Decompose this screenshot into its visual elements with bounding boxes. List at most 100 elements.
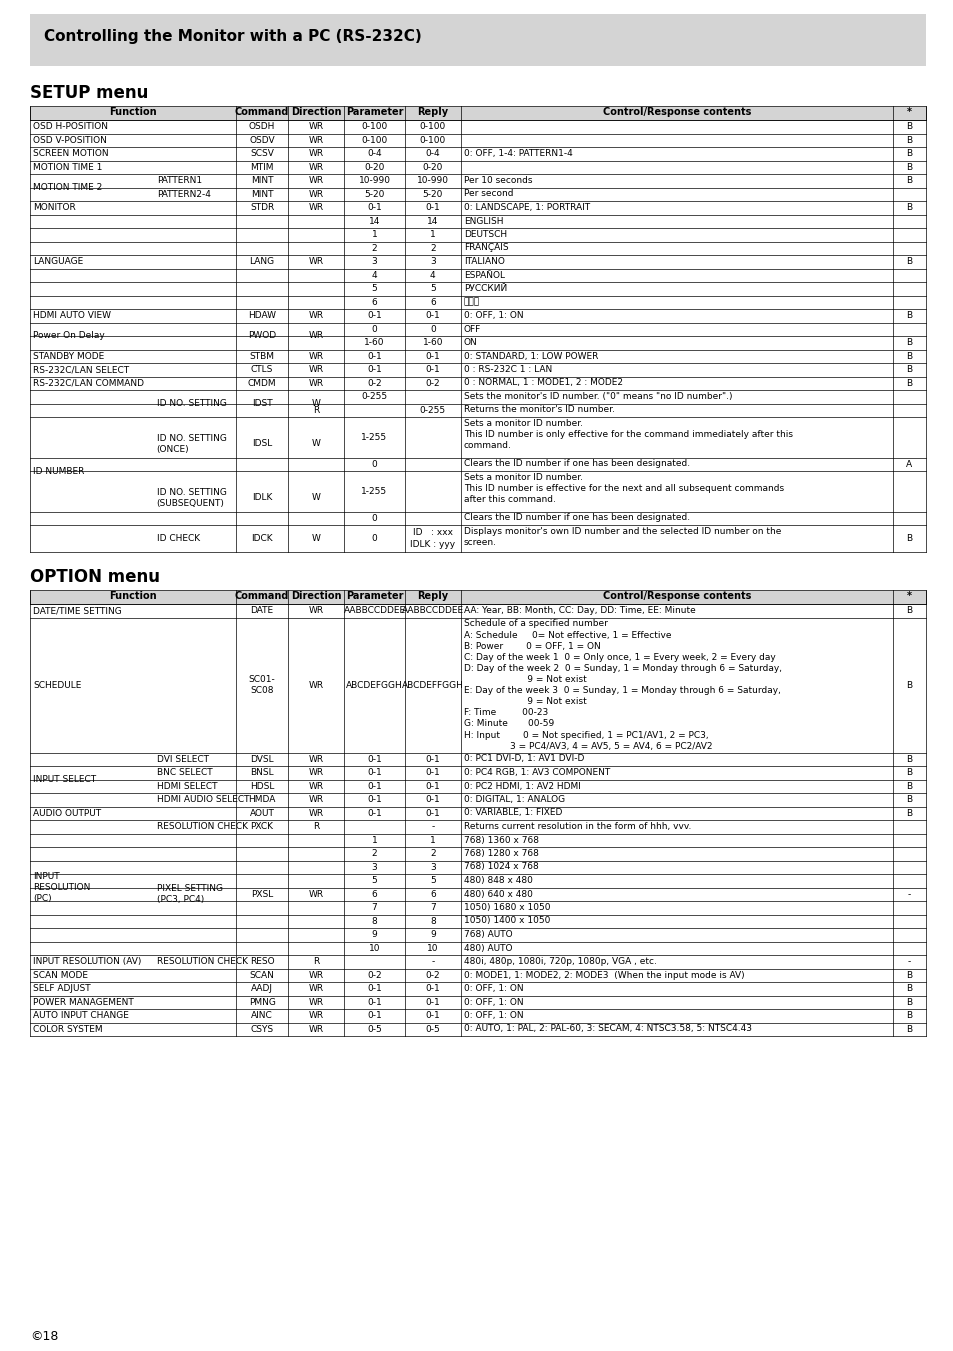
Text: 1: 1	[430, 836, 436, 844]
Text: OFF: OFF	[463, 324, 480, 334]
Text: 10: 10	[369, 944, 380, 952]
Text: ID NO. SETTING
(ONCE): ID NO. SETTING (ONCE)	[156, 434, 226, 454]
Text: Clears the ID number if one has been designated.: Clears the ID number if one has been des…	[463, 513, 689, 523]
Text: MOTION TIME 2: MOTION TIME 2	[33, 182, 102, 192]
Text: 3: 3	[430, 257, 436, 266]
Text: AABBCCDDEE: AABBCCDDEE	[401, 607, 463, 615]
Text: 4: 4	[430, 270, 436, 280]
Text: CSYS: CSYS	[251, 1025, 274, 1034]
Text: Command: Command	[234, 590, 289, 601]
Text: -: -	[431, 823, 434, 831]
Text: OSD V-POSITION: OSD V-POSITION	[33, 135, 107, 145]
Text: SCAN MODE: SCAN MODE	[33, 971, 88, 979]
Text: 768) 1024 x 768: 768) 1024 x 768	[463, 862, 538, 871]
Text: 0-1: 0-1	[367, 203, 381, 212]
Text: CTLS: CTLS	[251, 365, 273, 374]
Text: Power On Delay: Power On Delay	[33, 331, 105, 340]
Text: 0-2: 0-2	[425, 971, 439, 979]
Text: B: B	[905, 135, 911, 145]
Text: 0-2: 0-2	[425, 378, 439, 388]
Text: B: B	[905, 755, 911, 763]
Text: 1-60: 1-60	[422, 338, 442, 347]
Text: 6: 6	[430, 890, 436, 898]
Text: B: B	[905, 971, 911, 979]
Text: BNC SELECT: BNC SELECT	[156, 769, 213, 777]
Text: 0-1: 0-1	[425, 796, 439, 804]
Text: PATTERN1: PATTERN1	[156, 176, 202, 185]
Text: 0-1: 0-1	[425, 782, 439, 790]
Text: B: B	[905, 162, 911, 172]
Text: PATTERN2-4: PATTERN2-4	[156, 189, 211, 199]
Text: Displays monitor's own ID number and the selected ID number on the
screen.: Displays monitor's own ID number and the…	[463, 527, 781, 547]
Text: PWOD: PWOD	[248, 331, 275, 340]
Text: Clears the ID number if one has been designated.: Clears the ID number if one has been des…	[463, 459, 689, 469]
Text: 0-1: 0-1	[367, 365, 381, 374]
Text: 0-5: 0-5	[425, 1025, 439, 1034]
Text: 0-1: 0-1	[367, 351, 381, 361]
Text: Parameter: Parameter	[345, 590, 403, 601]
Text: HDSL: HDSL	[250, 782, 274, 790]
Text: 2: 2	[430, 243, 436, 253]
Text: 0-1: 0-1	[367, 769, 381, 777]
Text: OSDH: OSDH	[249, 122, 275, 131]
Text: OSDV: OSDV	[249, 135, 274, 145]
Text: ID NO. SETTING
(SUBSEQUENT): ID NO. SETTING (SUBSEQUENT)	[156, 488, 226, 508]
Text: W: W	[312, 399, 320, 408]
Text: 0: PC2 HDMI, 1: AV2 HDMI: 0: PC2 HDMI, 1: AV2 HDMI	[463, 781, 580, 790]
Text: B: B	[905, 769, 911, 777]
Text: 5: 5	[430, 284, 436, 293]
Text: WR: WR	[309, 809, 323, 817]
Text: INPUT SELECT: INPUT SELECT	[33, 775, 96, 784]
Text: WR: WR	[309, 203, 323, 212]
Text: SCSV: SCSV	[250, 149, 274, 158]
Text: B: B	[905, 681, 911, 689]
Text: B: B	[905, 378, 911, 388]
Text: WR: WR	[309, 162, 323, 172]
Text: 0-1: 0-1	[425, 809, 439, 817]
Text: 0-100: 0-100	[419, 122, 445, 131]
Text: 768) 1280 x 768: 768) 1280 x 768	[463, 848, 538, 858]
Text: FRANÇAIS: FRANÇAIS	[463, 243, 508, 253]
Text: WR: WR	[309, 1012, 323, 1020]
Text: AA: Year, BB: Month, CC: Day, DD: Time, EE: Minute: AA: Year, BB: Month, CC: Day, DD: Time, …	[463, 607, 695, 615]
Text: 1-255: 1-255	[361, 486, 387, 496]
Text: 9: 9	[430, 931, 436, 939]
Text: 0-1: 0-1	[367, 1012, 381, 1020]
Text: IDLK: IDLK	[252, 493, 272, 503]
Text: ©18: ©18	[30, 1329, 58, 1343]
Text: 0: PC4 RGB, 1: AV3 COMPONENT: 0: PC4 RGB, 1: AV3 COMPONENT	[463, 767, 610, 777]
Text: 0: 0	[372, 459, 377, 469]
Text: 5: 5	[430, 877, 436, 885]
Text: Function: Function	[109, 590, 156, 601]
Text: 0-1: 0-1	[367, 985, 381, 993]
Text: -: -	[907, 890, 910, 898]
Text: 10-990: 10-990	[416, 176, 448, 185]
Text: 0 : RS-232C 1 : LAN: 0 : RS-232C 1 : LAN	[463, 365, 552, 374]
Text: ID NO. SETTING: ID NO. SETTING	[156, 399, 226, 408]
Text: Per 10 seconds: Per 10 seconds	[463, 176, 532, 185]
Text: 0-1: 0-1	[367, 782, 381, 790]
Text: 0: MODE1, 1: MODE2, 2: MODE3  (When the input mode is AV): 0: MODE1, 1: MODE2, 2: MODE3 (When the i…	[463, 970, 744, 979]
Text: SCHEDULE: SCHEDULE	[33, 681, 81, 689]
Text: WR: WR	[309, 122, 323, 131]
Text: 3: 3	[372, 863, 377, 871]
Text: 768) 1360 x 768: 768) 1360 x 768	[463, 835, 538, 844]
Text: AINC: AINC	[251, 1012, 273, 1020]
Text: 6: 6	[372, 297, 377, 307]
Text: ITALIANO: ITALIANO	[463, 257, 504, 266]
Text: 0-2: 0-2	[367, 378, 381, 388]
Text: 5: 5	[372, 877, 377, 885]
Bar	[30, 105, 925, 120]
Text: 480) 848 x 480: 480) 848 x 480	[463, 875, 533, 885]
Text: WR: WR	[309, 796, 323, 804]
Text: W: W	[312, 439, 320, 449]
Text: Sets the monitor's ID number. ("0" means "no ID number".): Sets the monitor's ID number. ("0" means…	[463, 392, 732, 401]
Text: WR: WR	[309, 176, 323, 185]
Text: B: B	[905, 998, 911, 1006]
Text: OPTION menu: OPTION menu	[30, 567, 160, 586]
Text: 0-1: 0-1	[425, 769, 439, 777]
Text: 3: 3	[430, 863, 436, 871]
Text: Direction: Direction	[291, 107, 341, 118]
Text: РУССКИЙ: РУССКИЙ	[463, 284, 507, 293]
Text: AOUT: AOUT	[250, 809, 274, 817]
